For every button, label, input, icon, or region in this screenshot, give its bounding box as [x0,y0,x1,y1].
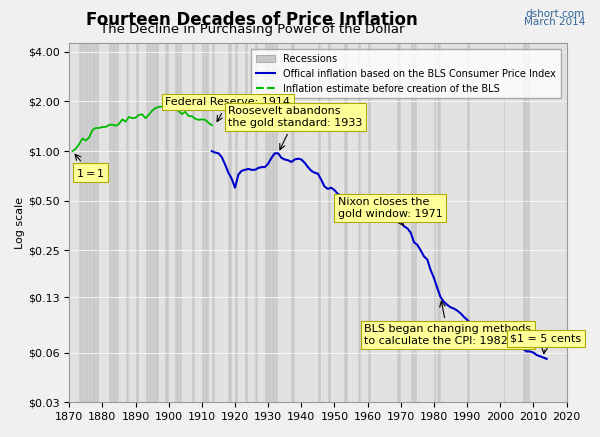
Bar [166,43,169,402]
Bar [146,43,159,402]
Text: $1 = 5 cents: $1 = 5 cents [510,333,581,354]
Bar [245,43,248,402]
Bar [175,43,182,402]
Bar [136,43,139,402]
Bar [265,43,278,402]
Y-axis label: Log scale: Log scale [15,197,25,249]
Text: March 2014: March 2014 [524,17,585,28]
Bar [437,43,440,402]
Bar [523,43,530,402]
Bar [368,43,371,402]
Bar [192,43,195,402]
Bar [212,43,215,402]
Text: The Decline in Purchasing Power of the Dollar: The Decline in Purchasing Power of the D… [100,23,404,36]
Bar [292,43,295,402]
Bar [229,43,232,402]
Text: Roosevelt abandons
the gold standard: 1933: Roosevelt abandons the gold standard: 19… [229,107,363,150]
Bar [358,43,361,402]
Bar [125,43,129,402]
Text: dshort.com: dshort.com [526,9,585,19]
Bar [434,43,436,402]
Bar [235,43,238,402]
Text: $1 = $1: $1 = $1 [75,154,104,179]
Bar [328,43,331,402]
Text: Federal Reserve: 1914: Federal Reserve: 1914 [166,97,290,121]
Legend: Recessions, Offical inflation based on the BLS Consumer Price Index, Inflation e: Recessions, Offical inflation based on t… [251,49,561,98]
Bar [397,43,401,402]
Text: BLS began changing methods
to calculate the CPI: 1982: BLS began changing methods to calculate … [364,301,532,346]
Text: Fourteen Decades of Price Inflation: Fourteen Decades of Price Inflation [86,11,418,29]
Bar [109,43,119,402]
Bar [79,43,99,402]
Bar [467,43,470,402]
Bar [255,43,258,402]
Bar [411,43,418,402]
Bar [344,43,348,402]
Bar [318,43,321,402]
Bar [503,43,505,402]
Text: Nixon closes the
gold window: 1971: Nixon closes the gold window: 1971 [338,197,443,225]
Bar [202,43,209,402]
